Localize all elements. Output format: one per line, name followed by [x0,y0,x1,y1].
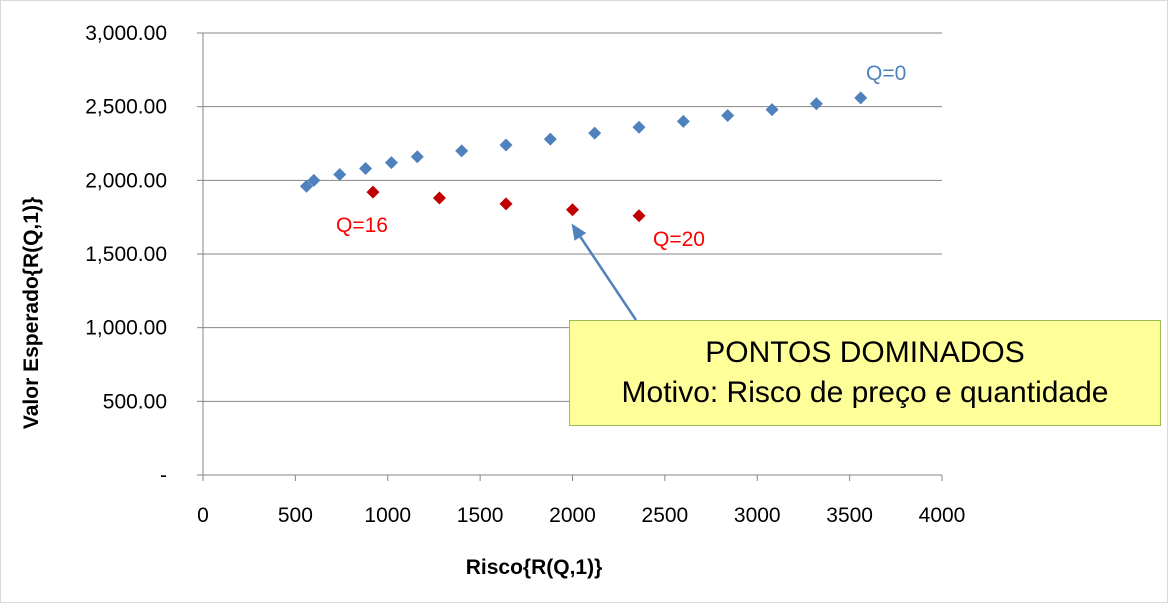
y-tick-label: 500.00 [103,390,167,413]
data-point-series-2 [432,191,446,205]
data-point-series-1 [410,150,424,164]
data-point-series-1 [809,97,823,111]
arrow-shaft [574,228,638,321]
y-tick-label: 2,000.00 [85,169,167,192]
data-point-series-2 [632,209,646,223]
data-points [299,91,868,223]
x-tick-label: 2500 [642,504,689,527]
callout-arrow [571,223,638,321]
data-point-series-1 [307,173,321,187]
data-point-series-2 [499,197,513,211]
data-point-series-1 [676,114,690,128]
x-axis-title: Risco{R(Q,1)} [466,556,603,579]
y-tick-label: 1,500.00 [85,243,167,266]
data-point-series-1 [543,132,557,146]
x-tick-label: 3500 [826,504,873,527]
data-point-series-2 [366,185,380,199]
callout-title: PONTOS DOMINADOS [705,336,1025,369]
y-tick-label: 3,000.00 [85,22,167,45]
data-point-series-1 [499,138,513,152]
y-tick-label: 2,500.00 [85,96,167,119]
data-point-series-1 [721,109,735,123]
axes [197,32,943,481]
data-point-series-1 [588,126,602,140]
data-point-series-1 [333,167,347,181]
x-tick-label: 2000 [549,504,596,527]
y-tick-labels: - 500.00 1,000.00 1,500.00 2,000.00 2,500.00 3… [85,22,167,487]
y-tick-label: - [160,464,167,487]
data-point-series-1 [359,162,373,176]
y-axis-title: Valor Esperado{R(Q,1)} [20,197,43,429]
data-point-series-1 [384,156,398,170]
x-tick-label: 0 [197,504,209,527]
data-point-series-1 [632,120,646,134]
x-tick-label: 500 [278,504,313,527]
data-point-series-2 [566,203,579,217]
data-point-series-1 [455,144,469,158]
annotation-q20: Q=20 [653,228,705,251]
data-point-series-1 [765,103,779,117]
y-tick-label: 1,000.00 [85,317,167,340]
callout-reason: Motivo: Risco de preço e quantidade [621,376,1109,409]
data-point-series-1 [854,91,868,105]
arrow-head [571,223,587,241]
x-tick-label: 4000 [919,504,966,527]
annotation-q0: Q=0 [866,62,906,85]
data-point-series-1 [299,179,313,193]
annotation-q16: Q=16 [336,214,388,237]
callout-box: PONTOS DOMINADOS Motivo: Risco de preço … [569,320,1161,426]
x-tick-labels: 0 500 1000 1500 2000 2500 3000 3500 4000 [197,504,965,527]
x-tick-label: 1500 [457,504,504,527]
x-tick-label: 1000 [364,504,411,527]
x-tick-label: 3000 [734,504,781,527]
